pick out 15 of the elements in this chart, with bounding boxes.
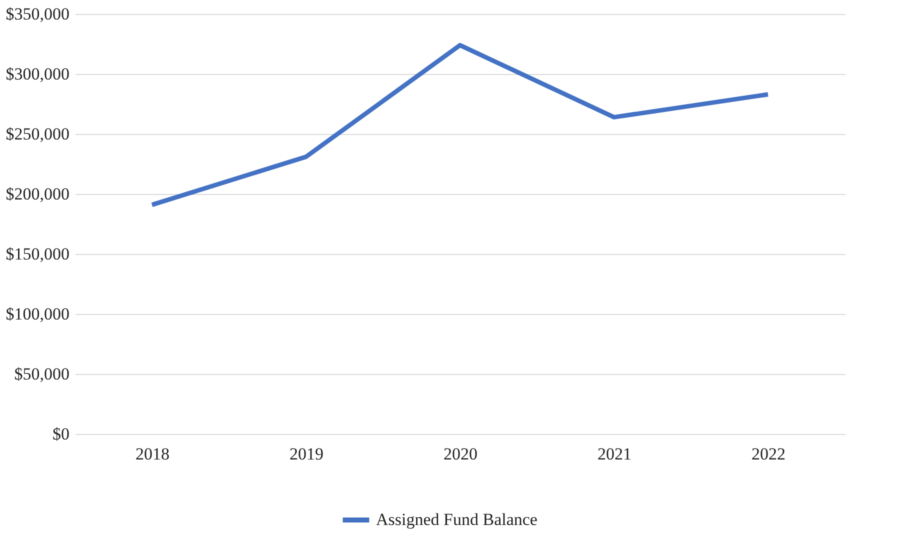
y-tick-label: $300,000: [6, 64, 70, 84]
y-tick-label: $0: [52, 424, 70, 444]
y-tick-label: $350,000: [6, 4, 70, 24]
x-tick-label: 2020: [444, 444, 478, 464]
x-tick-label: 2022: [752, 444, 786, 464]
legend-label: Assigned Fund Balance: [376, 510, 538, 529]
y-tick-label: $250,000: [6, 124, 70, 144]
y-tick-label: $200,000: [6, 184, 70, 204]
x-tick-label: 2019: [290, 444, 324, 464]
x-tick-label: 2018: [136, 444, 170, 464]
y-tick-label: $100,000: [6, 304, 70, 324]
y-tick-label: $50,000: [14, 364, 70, 384]
line-series: [150, 42, 770, 208]
y-tick-label: $150,000: [6, 244, 70, 264]
x-tick-label: 2021: [598, 444, 632, 464]
